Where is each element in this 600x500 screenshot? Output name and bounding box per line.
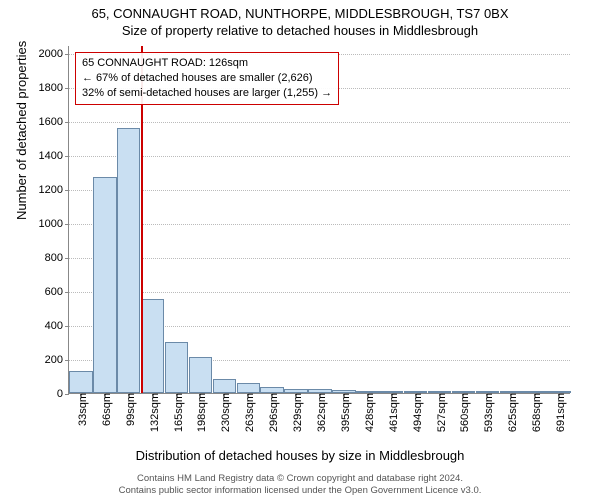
grid-line	[69, 224, 570, 225]
bar	[117, 128, 140, 393]
grid-line	[69, 190, 570, 191]
x-tick-label: 33sqm	[73, 393, 89, 426]
y-tick-label: 1600	[39, 116, 69, 128]
bar	[237, 383, 260, 393]
annotation-line: 32% of semi-detached houses are larger (…	[82, 86, 332, 101]
y-tick-label: 2000	[39, 48, 69, 60]
bar	[93, 177, 116, 393]
x-tick-label: 560sqm	[455, 393, 471, 432]
x-tick-label: 395sqm	[336, 393, 352, 432]
x-tick-label: 658sqm	[527, 393, 543, 432]
bar	[213, 379, 236, 393]
grid-line	[69, 292, 570, 293]
x-tick-label: 362sqm	[312, 393, 328, 432]
x-tick-label: 99sqm	[121, 393, 137, 426]
x-tick-label: 165sqm	[169, 393, 185, 432]
y-tick-label: 600	[45, 286, 69, 298]
y-tick-label: 1200	[39, 184, 69, 196]
x-tick-label: 66sqm	[97, 393, 113, 426]
x-tick-label: 263sqm	[240, 393, 256, 432]
annotation-line: 65 CONNAUGHT ROAD: 126sqm	[82, 56, 332, 71]
title-main: 65, CONNAUGHT ROAD, NUNTHORPE, MIDDLESBR…	[0, 0, 600, 21]
x-tick-label: 132sqm	[145, 393, 161, 432]
grid-line	[69, 258, 570, 259]
x-tick-label: 494sqm	[408, 393, 424, 432]
y-tick-label: 400	[45, 320, 69, 332]
annotation-box: 65 CONNAUGHT ROAD: 126sqm← 67% of detach…	[75, 52, 339, 105]
footer-line-1: Contains HM Land Registry data © Crown c…	[0, 473, 600, 484]
y-tick-label: 200	[45, 354, 69, 366]
bar	[69, 371, 92, 393]
y-tick-label: 1400	[39, 150, 69, 162]
chart-area: 020040060080010001200140016001800200033s…	[68, 46, 570, 394]
x-tick-label: 461sqm	[384, 393, 400, 432]
bar	[141, 299, 164, 393]
bar	[189, 357, 212, 393]
y-tick-label: 1800	[39, 82, 69, 94]
x-axis-label: Distribution of detached houses by size …	[0, 448, 600, 463]
y-tick-label: 800	[45, 252, 69, 264]
footer-attribution: Contains HM Land Registry data © Crown c…	[0, 473, 600, 496]
x-tick-label: 230sqm	[216, 393, 232, 432]
x-tick-label: 527sqm	[432, 393, 448, 432]
y-axis-label: Number of detached properties	[14, 41, 29, 220]
x-tick-label: 329sqm	[288, 393, 304, 432]
y-tick-label: 1000	[39, 218, 69, 230]
y-tick-label: 0	[57, 388, 69, 400]
bar	[165, 342, 188, 393]
grid-line	[69, 122, 570, 123]
footer-line-2: Contains public sector information licen…	[0, 485, 600, 496]
x-tick-label: 625sqm	[503, 393, 519, 432]
x-tick-label: 198sqm	[192, 393, 208, 432]
title-sub: Size of property relative to detached ho…	[0, 21, 600, 38]
x-tick-label: 428sqm	[360, 393, 376, 432]
annotation-line: ← 67% of detached houses are smaller (2,…	[82, 71, 332, 86]
x-tick-label: 296sqm	[264, 393, 280, 432]
x-tick-label: 691sqm	[551, 393, 567, 432]
grid-line	[69, 156, 570, 157]
x-tick-label: 593sqm	[479, 393, 495, 432]
